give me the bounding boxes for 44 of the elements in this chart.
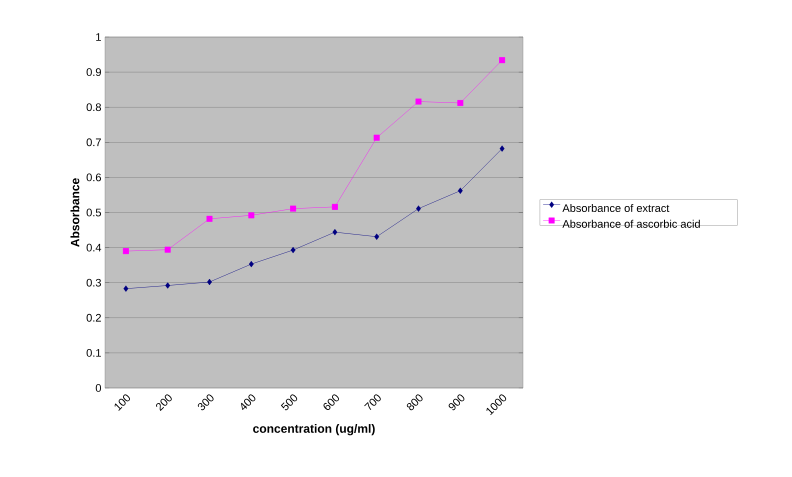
point <box>500 145 505 152</box>
y-tick-label: 0 <box>96 384 102 392</box>
y-tick-label: 0.8 <box>86 103 101 112</box>
point <box>457 100 464 106</box>
x-tick-label: 800 <box>406 394 423 410</box>
point <box>332 228 338 236</box>
y-tick-label: 1 <box>96 33 101 41</box>
x-tick-label: 700 <box>364 394 381 410</box>
point <box>290 246 296 254</box>
point <box>123 285 128 292</box>
point <box>332 204 338 210</box>
y-tick-label: 0.6 <box>86 174 101 182</box>
point <box>499 57 506 64</box>
y-tick-label: 0.2 <box>86 314 101 322</box>
y-axis-title: Absorbance <box>70 178 80 247</box>
y-tick-label: 0.5 <box>86 208 101 216</box>
point <box>164 246 171 253</box>
point <box>458 188 463 194</box>
x-tick-label: 100 <box>114 394 130 411</box>
x-tick-label: 300 <box>198 394 214 410</box>
y-tick-label: 0.4 <box>86 244 102 252</box>
point <box>206 216 212 222</box>
point <box>122 248 129 254</box>
point <box>248 212 254 218</box>
x-tick-label: 500 <box>280 394 298 410</box>
x-tick-label: 200 <box>156 394 172 412</box>
x-tick-label: 900 <box>448 394 464 410</box>
x-tick-label: 400 <box>241 394 256 410</box>
point <box>416 205 421 212</box>
y-tick-label: 0.1 <box>86 349 101 357</box>
legend-label: Absorbance of ascorbic acid <box>562 220 700 228</box>
point <box>374 234 380 240</box>
point <box>248 260 254 268</box>
y-tick-label: 0.7 <box>86 138 101 146</box>
point <box>165 282 170 289</box>
point <box>207 278 212 286</box>
x-axis-title: concentration (ug/ml) <box>253 424 375 436</box>
point <box>416 98 422 105</box>
x-tick-label: 600 <box>324 394 339 410</box>
point <box>290 206 296 212</box>
legend-label: Absorbance of extract <box>562 204 670 212</box>
y-tick-label: 0.9 <box>86 68 101 76</box>
point <box>374 134 380 141</box>
y-tick-label: 0.3 <box>86 278 101 287</box>
